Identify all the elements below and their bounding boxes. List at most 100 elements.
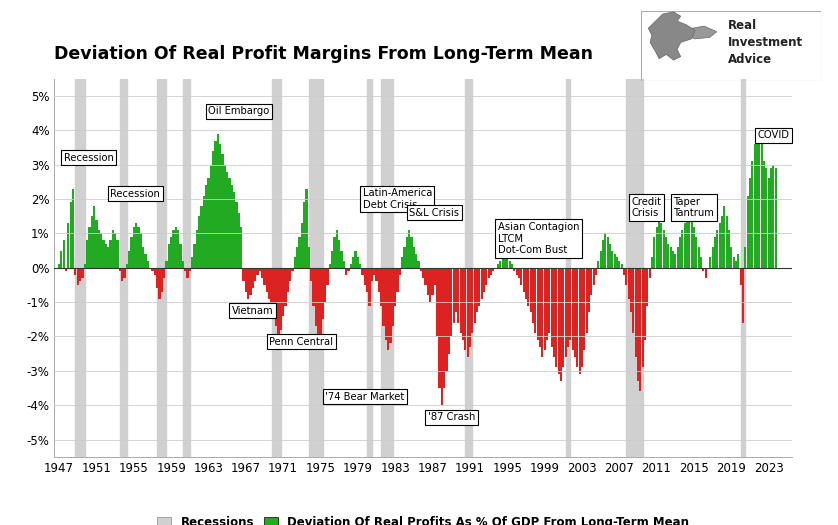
Bar [114,234,116,268]
Bar [119,268,121,271]
Bar [490,268,492,275]
Bar [646,268,649,306]
Text: Deviation Of Real Profit Margins From Long-Term Mean: Deviation Of Real Profit Margins From Lo… [54,45,593,63]
Bar [758,130,760,268]
Bar [72,188,75,268]
Bar [609,244,611,268]
Bar [247,268,249,299]
Bar [663,230,665,268]
Bar [583,268,585,350]
Bar [649,268,650,278]
Bar [527,268,530,306]
Bar [168,244,170,268]
Bar [235,203,237,268]
Bar [688,216,691,268]
Bar [336,230,338,268]
Bar [465,79,472,457]
Bar [137,226,139,268]
Bar [96,219,97,268]
Bar [577,268,578,368]
Bar [587,268,590,312]
Bar [597,261,599,268]
Bar [366,268,368,292]
Bar [728,230,730,268]
Bar [126,264,128,268]
Bar [544,268,546,350]
Bar [177,230,179,268]
Bar [81,268,84,278]
Bar [681,230,683,268]
Bar [675,254,676,268]
Bar [422,268,424,278]
Bar [749,178,751,268]
Bar [770,168,772,268]
Bar [266,268,268,292]
Bar [60,250,63,268]
Bar [238,213,240,268]
Bar [308,247,310,268]
Bar [317,268,319,350]
Bar [242,268,245,281]
Bar [84,264,85,268]
Bar [462,268,464,340]
Bar [691,219,692,268]
Bar [453,268,454,323]
Bar [387,268,389,350]
Bar [696,237,697,268]
Text: Real
Investment
Advice: Real Investment Advice [727,19,803,66]
Bar [161,268,163,292]
Bar [348,268,349,271]
Bar [525,268,527,299]
Bar [408,230,411,268]
Bar [455,268,457,312]
Bar [303,203,305,268]
Bar [642,268,644,368]
Bar [212,151,215,268]
Bar [578,268,581,374]
Bar [280,268,282,330]
Bar [483,268,485,292]
Bar [287,268,289,292]
Bar [401,257,403,268]
Bar [70,203,72,268]
Bar [354,250,356,268]
Bar [536,268,539,340]
Text: '87 Crash: '87 Crash [428,412,475,422]
Bar [566,79,570,457]
Bar [170,237,172,268]
Bar [625,268,628,285]
Bar [75,79,85,457]
Bar [607,237,608,268]
Bar [147,261,149,268]
Bar [632,268,634,333]
Bar [331,250,334,268]
Bar [385,268,387,340]
Bar [154,268,156,275]
Bar [364,268,366,285]
Bar [492,268,494,271]
Bar [179,244,182,268]
Bar [436,268,438,337]
Bar [156,268,158,288]
Bar [413,247,415,268]
Bar [520,268,522,285]
Bar [142,247,144,268]
Bar [458,268,459,323]
Bar [415,254,417,268]
Bar [623,268,625,275]
Bar [123,268,126,278]
Bar [774,168,777,268]
Bar [765,168,768,268]
Bar [371,268,373,281]
Bar [761,144,763,268]
Bar [557,268,560,374]
Bar [756,137,758,268]
Bar [637,268,639,381]
Bar [553,268,555,357]
Bar [256,268,259,275]
Bar [618,261,620,268]
Bar [504,254,506,268]
Bar [723,206,725,268]
Bar [630,268,632,312]
Bar [327,268,328,285]
